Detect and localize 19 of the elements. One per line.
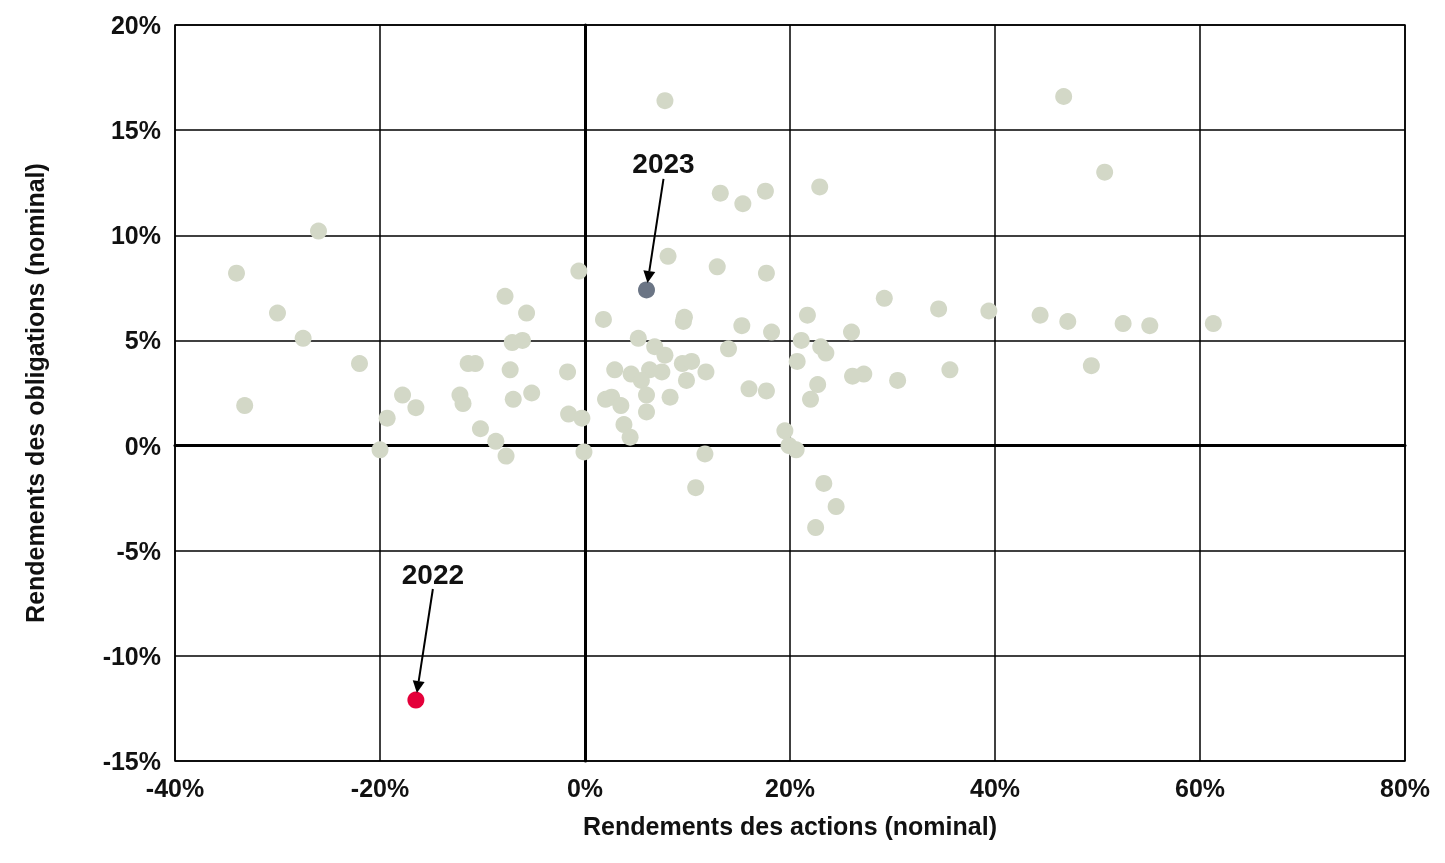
y-tick-label: 0% xyxy=(124,431,161,460)
y-tick-label: 15% xyxy=(110,116,161,145)
y-tick-label: -10% xyxy=(102,641,161,670)
x-tick-label: 80% xyxy=(1379,773,1431,802)
x-tick-label: 40% xyxy=(969,773,1021,802)
y-tick-label: 10% xyxy=(110,221,161,250)
x-tick-label: -40% xyxy=(145,773,205,802)
x-axis-title: Rendements des actions (nominal) xyxy=(583,811,997,840)
y-tick-label: 5% xyxy=(124,326,161,355)
y-tick-label: 20% xyxy=(110,11,161,39)
x-tick-label: 60% xyxy=(1174,773,1226,802)
x-tick-label: -20% xyxy=(350,773,410,802)
x-tick-label: 20% xyxy=(764,773,816,802)
text: 2023 xyxy=(632,148,695,180)
text: 2022 xyxy=(401,558,465,590)
y-tick-label: -5% xyxy=(116,536,161,565)
y-tick-label: -15% xyxy=(102,747,161,775)
y-axis-title: Rendements des obligations (nominal) xyxy=(20,163,49,623)
x-tick-label: 0% xyxy=(566,773,604,802)
